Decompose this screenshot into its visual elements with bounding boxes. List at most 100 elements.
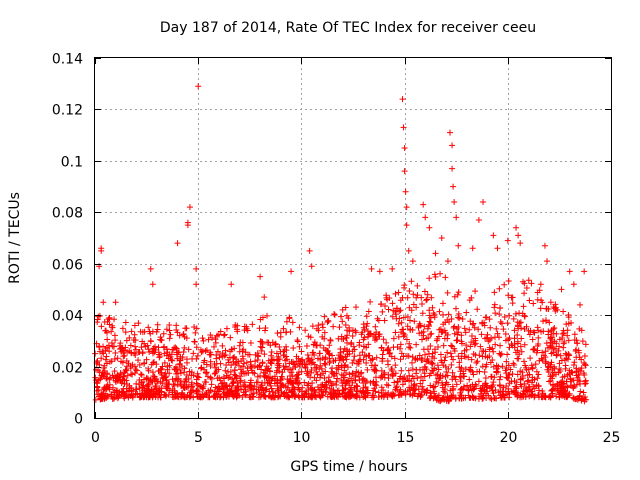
data-point-outlier	[100, 299, 107, 306]
data-point	[421, 373, 428, 380]
data-point	[155, 378, 162, 385]
data-point	[261, 351, 268, 358]
data-point	[352, 376, 359, 383]
data-point	[261, 392, 268, 399]
data-point	[411, 318, 418, 325]
data-point	[137, 371, 144, 378]
data-point	[487, 359, 494, 366]
data-point	[419, 336, 426, 343]
data-point	[393, 305, 400, 312]
data-point	[426, 275, 433, 282]
data-point	[475, 378, 482, 385]
data-point-outlier	[544, 258, 551, 265]
data-point	[524, 378, 531, 385]
data-point	[359, 377, 366, 384]
data-point	[439, 384, 446, 391]
data-point	[508, 388, 515, 395]
data-point	[160, 375, 167, 382]
data-point	[166, 335, 173, 342]
data-point	[487, 324, 494, 331]
data-point	[111, 368, 118, 375]
data-point	[560, 380, 567, 387]
y-tick-label: 0.1	[61, 155, 83, 171]
data-point	[270, 389, 277, 396]
data-point	[576, 392, 583, 399]
data-point	[445, 311, 452, 318]
data-point	[452, 394, 459, 401]
data-point	[331, 394, 338, 401]
data-point	[491, 304, 498, 311]
data-point	[463, 342, 470, 349]
data-point	[528, 388, 535, 395]
data-point	[383, 339, 390, 346]
data-point	[96, 361, 103, 368]
data-point	[311, 387, 318, 394]
data-point	[233, 359, 240, 366]
data-point	[151, 349, 158, 356]
data-point-outlier	[193, 265, 200, 272]
data-point	[429, 360, 436, 367]
data-point	[484, 388, 491, 395]
data-point	[353, 382, 360, 389]
data-point	[548, 387, 555, 394]
data-point	[398, 319, 405, 326]
data-point	[243, 325, 250, 332]
data-point	[577, 368, 584, 375]
data-point	[527, 355, 534, 362]
data-point	[214, 375, 221, 382]
data-point	[346, 324, 353, 331]
data-point	[571, 359, 578, 366]
data-point	[392, 370, 399, 377]
data-point	[326, 385, 333, 392]
data-point	[342, 321, 349, 328]
data-point	[453, 305, 460, 312]
data-point	[564, 327, 571, 334]
data-point	[566, 352, 573, 359]
data-point	[315, 322, 322, 329]
data-point	[437, 351, 444, 358]
data-point	[419, 357, 426, 364]
data-point	[223, 372, 230, 379]
data-point	[502, 337, 509, 344]
data-point	[309, 323, 316, 330]
data-point	[319, 324, 326, 331]
data-point	[413, 294, 420, 301]
data-point	[186, 368, 193, 375]
data-point	[289, 319, 296, 326]
data-point	[505, 277, 512, 284]
data-point	[468, 333, 475, 340]
data-point-outlier	[409, 258, 416, 265]
data-point	[519, 372, 526, 379]
data-point	[545, 394, 552, 401]
data-point	[311, 351, 318, 358]
data-point	[413, 341, 420, 348]
data-point	[246, 394, 253, 401]
data-point	[180, 393, 187, 400]
data-point	[405, 353, 412, 360]
data-point	[237, 378, 244, 385]
data-point	[244, 365, 251, 372]
data-point	[181, 394, 188, 401]
data-point	[582, 362, 589, 369]
data-point	[490, 363, 497, 370]
data-point	[461, 373, 468, 380]
data-point	[284, 376, 291, 383]
data-point	[526, 297, 533, 304]
data-point	[569, 369, 576, 376]
data-point-outlier	[389, 265, 396, 272]
data-point	[360, 324, 367, 331]
data-point	[294, 337, 301, 344]
data-point-outlier	[112, 299, 119, 306]
data-point	[432, 372, 439, 379]
data-point	[436, 308, 443, 315]
data-point	[168, 357, 175, 364]
data-point-outlier	[432, 250, 439, 257]
data-point	[401, 374, 408, 381]
data-point	[542, 358, 549, 365]
data-point	[497, 319, 504, 326]
data-point	[164, 349, 171, 356]
data-point	[201, 366, 208, 373]
data-point	[231, 353, 238, 360]
data-point	[551, 305, 558, 312]
x-tick-label: 0	[91, 430, 100, 446]
